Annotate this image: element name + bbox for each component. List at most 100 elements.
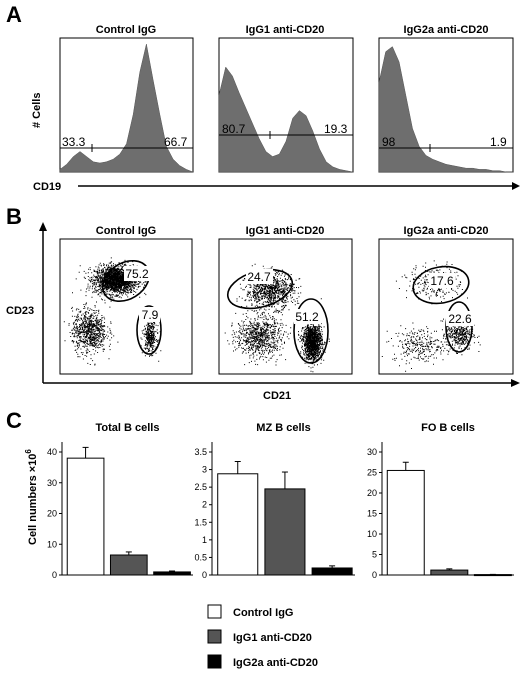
gate-right-value: 66.7 [164,135,188,149]
y-tick-label: 20 [47,509,57,519]
panel-b-y-arrowhead [39,222,47,231]
gate-left-value: 80.7 [222,122,246,136]
histogram-igg2a-anti-cd20: IgG2a anti-CD20 98 1.9 [378,24,514,173]
histogram-title: Control IgG [96,24,157,36]
y-tick-label: 25 [367,468,377,478]
dotplot-events [224,263,330,373]
panel-c-y-label: Cell numbers ×106 [24,449,39,545]
panel-b-letter: B [6,204,22,229]
y-tick-label: 10 [47,539,57,549]
gate-ellipse [412,265,470,305]
legend-label: IgG2a anti-CD20 [233,657,318,669]
legend-swatch [207,654,222,669]
y-tick-label: 40 [47,447,57,457]
y-tick-label: 1 [202,535,207,545]
bar [264,488,306,576]
y-tick-label: 30 [367,447,377,457]
gate-lower-value: 22.6 [448,312,472,326]
legend-item-control-igg: Control IgG [207,604,294,619]
y-tick-label: 2 [202,500,207,510]
legend-item-igg2a-anti-cd20: IgG2a anti-CD20 [207,654,318,669]
panel-a: A # Cells CD19 Control IgG 33.3 66.7 IgG… [6,2,520,193]
bar-chart: MZ B cells 0 0.5 1 1.5 2 2.5 3 3.5 [194,422,355,580]
bar [386,469,425,576]
panel-b-x-arrowhead [511,379,520,387]
dotplot-events [381,260,481,372]
gate-label-bg [124,266,151,281]
gate-upper-value: 24.7 [247,270,271,284]
y-tick-label: 0 [52,570,57,580]
panel-a-y-label: # Cells [31,93,43,128]
bar [430,569,469,576]
y-tick-label: 0 [372,570,377,580]
gate-right-value: 1.9 [490,135,507,149]
legend-swatch [207,629,222,644]
histogram-area [59,43,194,173]
dotplot-population [437,313,481,356]
legend-label: Control IgG [233,607,294,619]
dotplot-control-igg: Control IgG 75.2 7.9 [59,225,193,375]
gate-ellipse [293,298,329,364]
legend: Control IgG IgG1 anti-CD20 IgG2a anti-CD… [207,604,318,669]
bar-chart: Total B cells 0 10 20 30 40 [47,422,193,580]
dotplot-igg2a-anti-cd20: IgG2a anti-CD20 17.6 22.6 [378,225,514,375]
histogram-area [218,66,354,173]
y-tick-label: 3.5 [194,447,207,457]
histogram-title: IgG1 anti-CD20 [246,24,325,36]
dotplot-title: Control IgG [96,225,157,237]
gate-label-bg [294,309,321,324]
gate-label-bg [139,307,160,322]
y-tick-label: 5 [372,550,377,560]
gate-upper-value: 17.6 [430,274,454,288]
bar-chart-title: MZ B cells [256,422,310,434]
bar [66,457,105,576]
legend-item-igg1-anti-cd20: IgG1 anti-CD20 [207,629,312,644]
dotplot-population [297,312,330,373]
gate-label-bg [446,311,474,326]
y-tick-label: 20 [367,488,377,498]
histogram-igg1-anti-cd20: IgG1 anti-CD20 80.7 19.3 [218,24,354,173]
bar [153,571,191,576]
dotplot-population [236,263,322,318]
panel-b: B CD23 CD21 Control IgG 75.2 7.9 IgG1 an… [6,204,520,402]
panel-b-x-label: CD21 [263,390,291,402]
dotplot-title: IgG2a anti-CD20 [404,225,489,237]
y-tick-label: 2.5 [194,482,207,492]
y-tick-label: 0 [202,570,207,580]
y-tick-label: 30 [47,478,57,488]
y-tick-label: 0.5 [194,552,207,562]
gate-upper-value: 75.2 [125,267,149,281]
panel-c-letter: C [6,408,22,433]
legend-swatch [207,604,222,619]
gate-left-value: 33.3 [62,135,86,149]
dotplot-frame [59,238,193,375]
y-tick-label: 1.5 [194,517,207,527]
gate-right-value: 19.3 [324,122,348,136]
dotplot-population [381,320,457,372]
gate-label-bg [429,273,455,288]
gate-ellipse [136,305,162,355]
bar [311,567,353,576]
dotplot-igg1-anti-cd20: IgG1 anti-CD20 24.7 51.2 [218,225,353,375]
bar [109,554,148,576]
gate-lower-value: 51.2 [295,310,319,324]
panel-a-letter: A [6,2,22,27]
panel-b-y-label: CD23 [6,305,34,317]
dotplot-population [63,292,119,366]
gate-left-value: 98 [382,135,396,149]
dotplot-population [224,292,292,366]
bar-chart-title: Total B cells [96,422,160,434]
y-tick-label: 10 [367,529,377,539]
panel-c: C Cell numbers ×106 Total B cells0102030… [6,408,514,580]
histogram-title: IgG2a anti-CD20 [404,24,489,36]
histogram-control-igg: Control IgG 33.3 66.7 [59,24,194,173]
dotplot-title: IgG1 anti-CD20 [246,225,325,237]
y-tick-label: 15 [367,509,377,519]
gate-ellipse [445,301,473,353]
panel-a-x-arrowhead [512,182,520,190]
bar-chart-title: FO B cells [421,422,475,434]
gate-lower-value: 7.9 [142,308,159,322]
dotplot-population [140,313,162,362]
